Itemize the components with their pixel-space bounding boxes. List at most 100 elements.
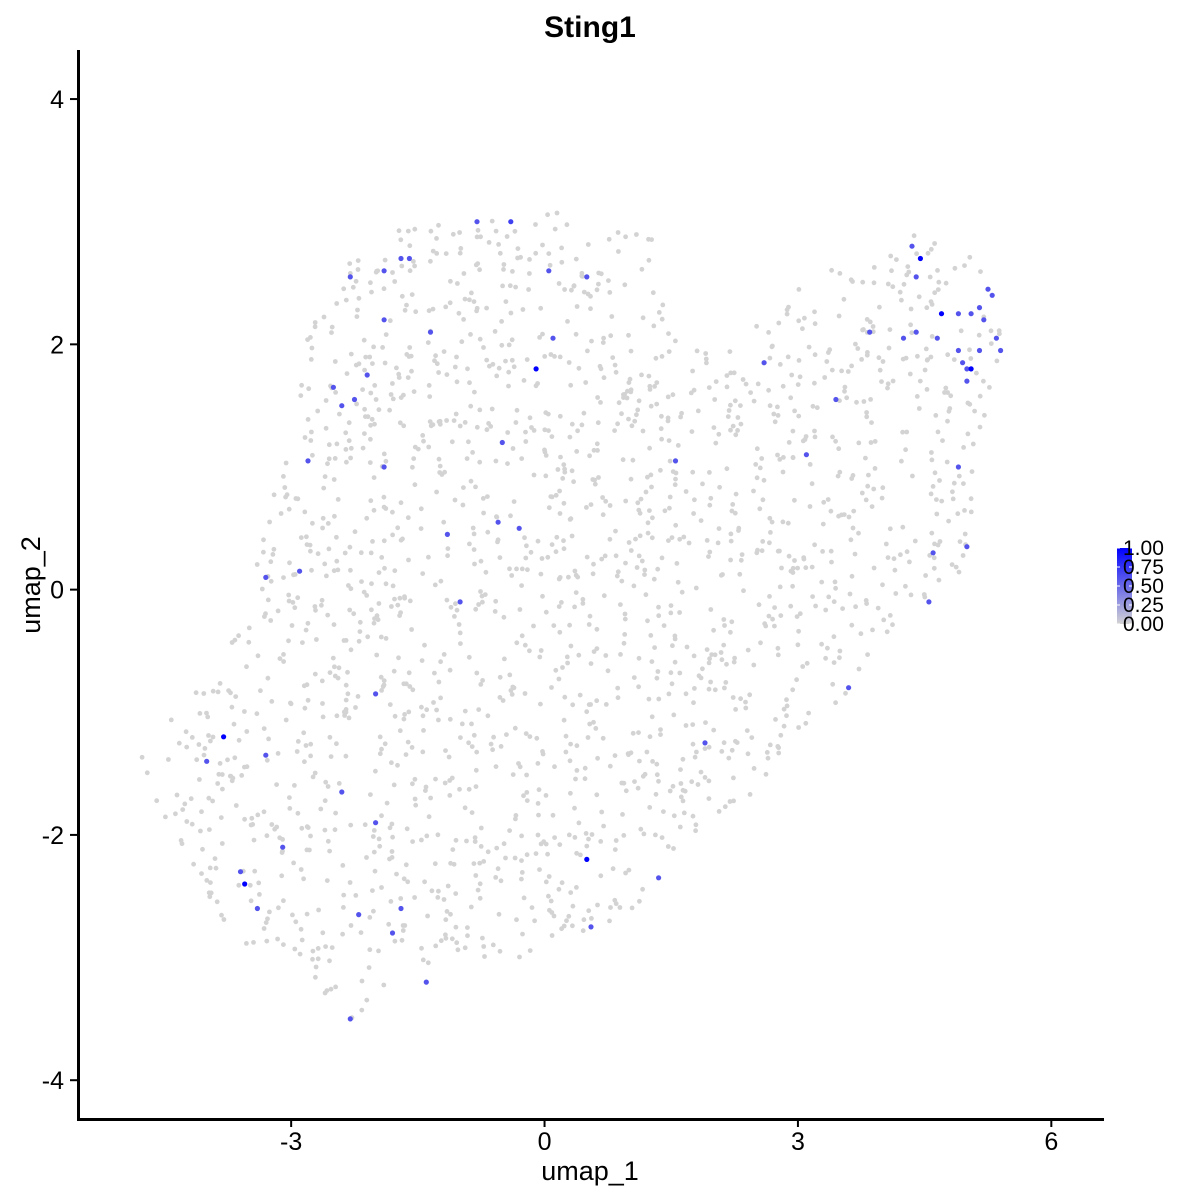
background-cell: [373, 768, 378, 774]
background-cell: [265, 597, 271, 603]
background-cell: [601, 823, 606, 829]
expressing-cell: [964, 544, 970, 550]
background-cell: [848, 537, 854, 543]
background-cell: [689, 429, 695, 434]
background-cell: [538, 571, 544, 577]
background-cell: [927, 274, 933, 280]
background-cell: [539, 556, 545, 561]
background-cell: [457, 230, 462, 235]
background-cell: [454, 940, 460, 946]
background-cell: [454, 379, 460, 385]
background-cell: [251, 837, 257, 843]
expressing-cell: [702, 740, 708, 746]
background-cell: [955, 511, 961, 517]
background-cell: [249, 815, 255, 821]
background-cell: [441, 349, 447, 354]
background-cell: [486, 240, 492, 245]
background-cell: [270, 552, 276, 557]
background-cell: [425, 340, 431, 345]
background-cell: [580, 601, 586, 606]
background-cell: [812, 434, 818, 440]
background-cell: [720, 572, 725, 577]
background-cell: [947, 406, 953, 411]
background-cell: [706, 778, 712, 784]
background-cell: [493, 875, 499, 880]
background-cell: [334, 713, 340, 719]
background-cell: [927, 553, 933, 558]
background-cell: [691, 511, 696, 516]
background-cell: [567, 758, 573, 764]
background-cell: [790, 583, 795, 589]
background-cell: [407, 598, 413, 604]
background-cell: [290, 912, 295, 918]
background-cell: [790, 687, 796, 693]
background-cell: [507, 672, 513, 678]
background-cell: [320, 930, 326, 936]
background-cell: [379, 688, 384, 693]
background-cell: [295, 739, 301, 744]
background-cell: [535, 801, 541, 806]
background-cell: [543, 609, 549, 615]
background-cell: [751, 766, 757, 771]
background-cell: [415, 446, 421, 452]
background-cell: [734, 740, 740, 745]
background-cell: [332, 664, 337, 670]
background-cell: [489, 406, 495, 412]
background-cell: [421, 438, 426, 444]
background-cell: [372, 616, 377, 621]
background-cell: [213, 865, 219, 871]
background-cell: [543, 879, 549, 885]
background-cell: [698, 769, 704, 775]
background-cell: [623, 560, 628, 566]
background-cell: [333, 390, 338, 395]
background-cell: [629, 423, 635, 429]
background-cell: [538, 841, 544, 847]
background-cell: [571, 479, 576, 485]
background-cell: [707, 549, 713, 555]
background-cell: [569, 421, 575, 427]
background-cell: [719, 749, 725, 754]
background-cell: [883, 541, 889, 547]
y-tick-label: 2: [50, 331, 64, 359]
background-cell: [478, 589, 483, 594]
background-cell: [198, 828, 203, 834]
background-cell: [387, 856, 392, 862]
background-cell: [432, 670, 437, 676]
background-cell: [484, 427, 490, 433]
background-cell: [599, 809, 605, 815]
background-cell: [649, 484, 654, 490]
background-cell: [622, 611, 628, 617]
background-cell: [315, 946, 321, 951]
background-cell: [772, 623, 777, 629]
background-cell: [345, 691, 351, 697]
background-cell: [277, 656, 283, 661]
background-cell: [475, 887, 481, 893]
background-cell: [580, 928, 586, 934]
background-cell: [413, 309, 419, 315]
background-cell: [430, 248, 436, 254]
background-cell: [800, 438, 806, 444]
background-cell: [526, 287, 531, 292]
background-cell: [519, 833, 524, 839]
background-cell: [988, 328, 994, 334]
background-cell: [197, 711, 203, 716]
background-cell: [371, 620, 377, 626]
background-cell: [302, 705, 308, 711]
background-cell: [677, 536, 683, 542]
x-axis-ticks: -3 0 3 6: [280, 1119, 1058, 1156]
background-cell: [281, 474, 286, 479]
background-cell: [789, 372, 795, 378]
background-cell: [956, 473, 962, 479]
background-cell: [173, 811, 178, 817]
background-cell: [428, 258, 433, 264]
background-cell: [368, 390, 374, 396]
background-cell: [247, 882, 253, 888]
legend-tick-label: 0.75: [1123, 556, 1164, 579]
background-cell: [553, 667, 559, 673]
background-cell: [645, 520, 651, 526]
background-cell: [308, 357, 314, 362]
background-cell: [690, 813, 696, 819]
background-cell: [472, 561, 477, 567]
background-cell: [591, 561, 596, 567]
background-cell: [367, 915, 373, 920]
